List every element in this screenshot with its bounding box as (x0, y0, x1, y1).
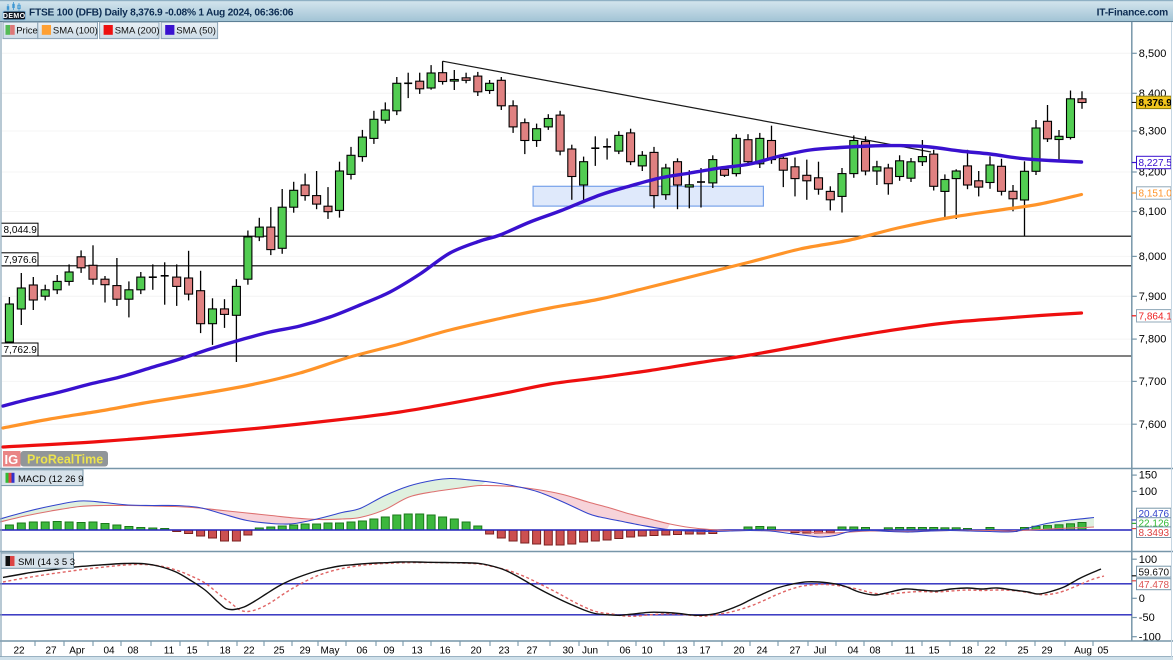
svg-text:20.476: 20.476 (1139, 509, 1170, 520)
svg-text:8,151.0: 8,151.0 (1139, 189, 1173, 200)
svg-text:47.478: 47.478 (1139, 580, 1170, 591)
svg-text:22: 22 (13, 646, 25, 657)
svg-text:8,300: 8,300 (1139, 126, 1167, 138)
svg-text:18: 18 (219, 646, 231, 657)
svg-text:8,100: 8,100 (1139, 206, 1167, 218)
svg-text:13: 13 (411, 646, 423, 657)
svg-text:IG: IG (5, 452, 19, 467)
svg-text:SMA (200): SMA (200) (115, 26, 160, 37)
svg-text:22: 22 (984, 646, 996, 657)
svg-text:7,864.1: 7,864.1 (1139, 311, 1173, 322)
svg-text:16: 16 (439, 646, 451, 657)
svg-text:24: 24 (756, 646, 768, 657)
svg-text:7,762.9: 7,762.9 (4, 345, 38, 356)
svg-text:08: 08 (869, 646, 881, 657)
svg-text:8,227.5: 8,227.5 (1139, 158, 1173, 169)
svg-text:8.3493: 8.3493 (1139, 528, 1170, 539)
svg-text:MACD (12 26 9: MACD (12 26 9 (18, 474, 83, 485)
svg-text:8,376.9: 8,376.9 (1139, 98, 1173, 109)
svg-text:22.126: 22.126 (1139, 519, 1170, 530)
svg-text:06: 06 (619, 646, 631, 657)
svg-text:08: 08 (127, 646, 139, 657)
svg-text:25: 25 (273, 646, 285, 657)
svg-text:8,044.9: 8,044.9 (4, 225, 38, 236)
svg-text:09: 09 (383, 646, 395, 657)
svg-text:23: 23 (498, 646, 510, 657)
svg-text:DEMO: DEMO (3, 13, 26, 20)
svg-text:17: 17 (699, 646, 711, 657)
svg-text:29: 29 (299, 646, 311, 657)
svg-text:SMI (14 3 5 3: SMI (14 3 5 3 (18, 557, 75, 568)
svg-text:20: 20 (733, 646, 745, 657)
svg-text:SMA (100): SMA (100) (53, 26, 98, 37)
svg-text:7,600: 7,600 (1139, 419, 1167, 431)
svg-text:Price: Price (16, 26, 38, 37)
svg-text:100: 100 (1139, 554, 1157, 566)
svg-text:20: 20 (470, 646, 482, 657)
svg-text:11: 11 (164, 646, 175, 657)
svg-text:8,200: 8,200 (1139, 167, 1167, 179)
svg-text:7,900: 7,900 (1139, 291, 1167, 303)
svg-text:7,800: 7,800 (1139, 334, 1167, 346)
svg-text:8,500: 8,500 (1139, 48, 1167, 60)
svg-text:7,976.6: 7,976.6 (4, 255, 38, 266)
svg-text:18: 18 (961, 646, 973, 657)
svg-text:Jun: Jun (582, 646, 598, 657)
svg-text:Jul: Jul (814, 646, 827, 657)
svg-text:05: 05 (1097, 646, 1109, 657)
svg-text:25: 25 (1017, 646, 1029, 657)
svg-text:22: 22 (243, 646, 255, 657)
svg-text:15: 15 (928, 646, 940, 657)
svg-text:27: 27 (789, 646, 801, 657)
svg-text:150: 150 (1139, 470, 1157, 482)
svg-text:IT-Finance.com: IT-Finance.com (1097, 8, 1168, 19)
svg-text:-50: -50 (1139, 612, 1155, 624)
svg-text:29: 29 (1041, 646, 1053, 657)
svg-text:10: 10 (641, 646, 653, 657)
svg-text:27: 27 (526, 646, 538, 657)
svg-text:ProRealTime: ProRealTime (27, 453, 103, 467)
svg-text:SMA (50): SMA (50) (176, 26, 216, 37)
svg-text:04: 04 (103, 646, 115, 657)
svg-text:7,700: 7,700 (1139, 376, 1167, 388)
svg-text:FTSE 100 (DFB) Daily 8,376.9 -: FTSE 100 (DFB) Daily 8,376.9 -0.08% 1 Au… (29, 8, 294, 19)
svg-text:04: 04 (847, 646, 859, 657)
svg-text:30: 30 (562, 646, 574, 657)
svg-text:59.670: 59.670 (1139, 567, 1170, 578)
svg-text:27: 27 (45, 646, 57, 657)
svg-text:06: 06 (356, 646, 368, 657)
svg-text:0: 0 (1139, 593, 1145, 605)
svg-text:Apr: Apr (69, 646, 85, 657)
svg-text:11: 11 (905, 646, 916, 657)
svg-text:100: 100 (1139, 486, 1157, 498)
svg-text:15: 15 (186, 646, 198, 657)
svg-text:Aug: Aug (1074, 646, 1092, 657)
svg-text:8,000: 8,000 (1139, 251, 1167, 263)
svg-text:13: 13 (676, 646, 688, 657)
svg-text:May: May (321, 646, 340, 657)
